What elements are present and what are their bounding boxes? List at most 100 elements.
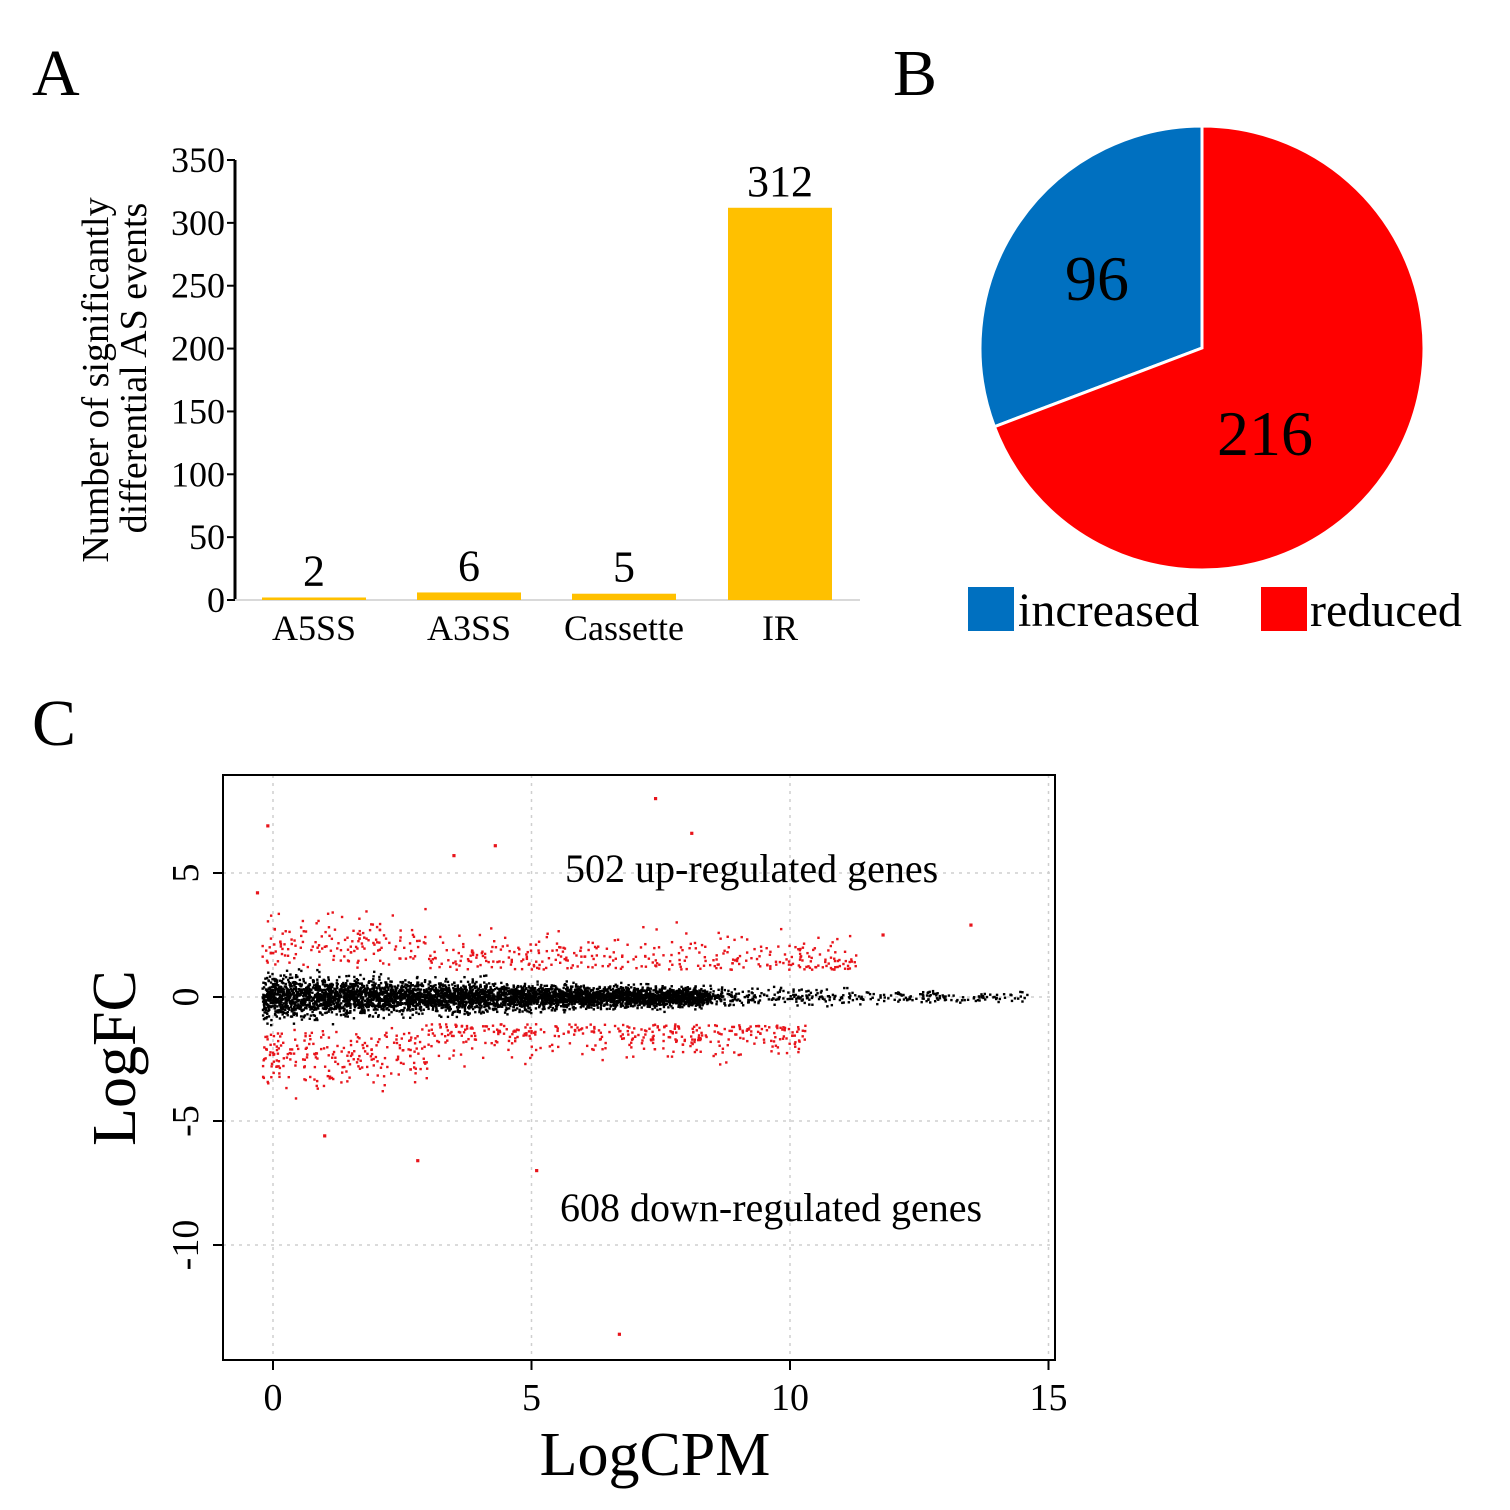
- scatter-point: [316, 978, 319, 981]
- scatter-point: [615, 1000, 618, 1004]
- scatter-point: [700, 999, 703, 1002]
- scatter-point: [851, 998, 855, 1002]
- scatter-point: [273, 979, 276, 982]
- scatter-point: [705, 995, 709, 998]
- scatter-point: [316, 996, 319, 999]
- scatter-point: [925, 999, 928, 1003]
- scatter-point: [427, 1000, 430, 1004]
- scatter-point: [416, 981, 419, 984]
- scatter-point: [363, 987, 367, 990]
- scatter-point: [282, 988, 286, 991]
- scatter-point: [434, 1004, 437, 1008]
- scatter-point: [931, 989, 935, 993]
- scatter-point: [657, 993, 660, 996]
- scatter-point: [303, 1002, 307, 1006]
- scatter-point: [335, 994, 339, 998]
- scatter-point: [638, 996, 641, 999]
- scatter-point: [293, 984, 296, 987]
- scatter-point: [429, 987, 432, 991]
- scatter-point: [472, 998, 475, 1001]
- scatter-point: [747, 990, 750, 993]
- scatter-point: [702, 1001, 706, 1005]
- scatter-point: [531, 987, 534, 991]
- scatter-point: [268, 993, 272, 997]
- scatter-point: [510, 991, 513, 995]
- scatter-point: [267, 1006, 270, 1010]
- scatter-point: [1010, 999, 1014, 1003]
- scatter-point: [709, 991, 712, 994]
- scatter-point: [570, 999, 573, 1002]
- scatter-point: [624, 990, 628, 993]
- scatter-point: [340, 1002, 343, 1005]
- scatter-point: [369, 996, 372, 999]
- scatter-point: [655, 1002, 658, 1006]
- scatter-point: [390, 1010, 393, 1014]
- scatter-point: [779, 986, 783, 990]
- scatter-point: [501, 1003, 504, 1007]
- scatter-point: [897, 1000, 900, 1003]
- scatter-point: [264, 1008, 268, 1012]
- scatter-point: [444, 980, 447, 983]
- scatter-point: [747, 1000, 750, 1004]
- scatter-point: [559, 999, 563, 1002]
- scatter-point: [277, 1011, 280, 1014]
- scatter-point: [350, 989, 353, 992]
- scatter-point: [491, 983, 495, 986]
- scatter-point: [779, 988, 782, 992]
- scatter-point: [447, 1006, 450, 1010]
- scatter-point: [527, 999, 531, 1003]
- scatter-point: [517, 992, 521, 995]
- scatter-point: [274, 990, 277, 993]
- scatter-point: [308, 987, 311, 991]
- scatter-point: [770, 998, 774, 1001]
- scatter-point: [384, 990, 388, 993]
- scatter-point: [980, 993, 983, 996]
- scatter-point: [370, 993, 373, 996]
- scatter-point: [693, 992, 696, 995]
- scatter-point: [281, 993, 284, 996]
- scatter-point: [376, 998, 380, 1001]
- scatter-point: [408, 1000, 411, 1004]
- scatter-point: [477, 987, 481, 990]
- scatter-point: [468, 1012, 471, 1015]
- scatter-point: [329, 1000, 332, 1003]
- scatter-point: [414, 1007, 418, 1011]
- scatter-point: [487, 991, 491, 994]
- scatter-point: [365, 1005, 369, 1009]
- scatter-point: [793, 995, 796, 999]
- scatter-point: [468, 1000, 471, 1004]
- scatter-point: [272, 997, 275, 1000]
- scatter-point: [281, 1013, 284, 1016]
- scatter-point: [532, 1001, 536, 1004]
- scatter-point: [261, 1014, 265, 1017]
- scatter-point: [632, 1005, 635, 1008]
- scatter-point: [598, 993, 602, 996]
- scatter-point: [976, 998, 980, 1002]
- scatter-point: [391, 997, 394, 1001]
- scatter-point: [349, 1003, 352, 1006]
- scatter-point: [345, 996, 349, 1000]
- scatter-point: [506, 990, 509, 993]
- scatter-point: [516, 989, 519, 992]
- scatter-point: [318, 998, 321, 1001]
- scatter-point: [662, 1005, 666, 1009]
- scatter-point: [723, 988, 727, 992]
- scatter-point: [391, 1004, 394, 1008]
- bar-a5ss: [262, 597, 366, 600]
- scatter-point: [584, 1000, 588, 1004]
- scatter-point: [488, 989, 492, 992]
- scatter-point: [481, 992, 484, 995]
- scatter-point: [512, 985, 515, 988]
- scatter-point: [279, 1005, 282, 1008]
- scatter-point: [543, 993, 547, 996]
- panel-label-c: C: [32, 687, 76, 760]
- scatter-point: [396, 996, 400, 999]
- scatter-point: [339, 1013, 343, 1017]
- scatter-point: [273, 1007, 277, 1010]
- scatter-point: [792, 993, 795, 997]
- scatter-point: [703, 995, 706, 998]
- scatter-point: [707, 994, 711, 997]
- scatter-point: [536, 1002, 539, 1005]
- scatter-point: [455, 1015, 459, 1019]
- scatter-point: [534, 995, 537, 998]
